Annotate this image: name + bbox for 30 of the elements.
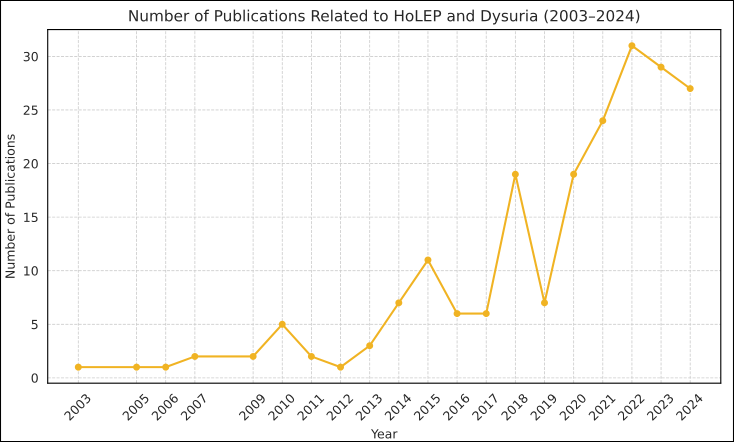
point bbox=[250, 352, 257, 360]
point bbox=[191, 352, 198, 360]
point bbox=[162, 364, 170, 371]
y-tick-label: 20 bbox=[24, 159, 38, 168]
x-axis-title: Year bbox=[370, 429, 398, 439]
y-axis-title: Number of Publications bbox=[5, 134, 15, 278]
point bbox=[337, 364, 344, 371]
y-tick-label: 25 bbox=[24, 105, 38, 115]
point bbox=[424, 256, 432, 264]
y-tick-label: 0 bbox=[32, 373, 38, 383]
point bbox=[308, 352, 315, 360]
y-tick-label: 5 bbox=[32, 320, 38, 330]
point bbox=[482, 310, 490, 318]
point bbox=[686, 85, 694, 92]
y-tick-label: 10 bbox=[24, 266, 38, 276]
point bbox=[133, 364, 140, 371]
y-tick-label: 15 bbox=[24, 212, 38, 222]
point bbox=[74, 364, 82, 371]
point bbox=[570, 170, 578, 178]
point bbox=[278, 320, 286, 328]
point bbox=[628, 42, 636, 50]
point bbox=[512, 170, 519, 178]
chart-title: Number of Publications Related to HoLEP and Dysuria (2003–2024) bbox=[129, 10, 640, 24]
point bbox=[599, 117, 606, 124]
point bbox=[366, 342, 374, 350]
point bbox=[541, 299, 548, 306]
point bbox=[658, 64, 665, 71]
point bbox=[395, 299, 402, 306]
point bbox=[454, 310, 461, 318]
y-tick-label: 30 bbox=[24, 52, 38, 62]
